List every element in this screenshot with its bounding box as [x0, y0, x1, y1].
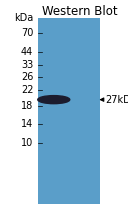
- Text: 10: 10: [21, 138, 33, 148]
- Text: 44: 44: [21, 47, 33, 57]
- Text: 70: 70: [21, 28, 33, 38]
- Text: 22: 22: [21, 85, 33, 95]
- Text: 33: 33: [21, 60, 33, 70]
- Text: 27kDa: 27kDa: [105, 95, 128, 105]
- Text: 26: 26: [21, 72, 33, 82]
- Bar: [38, 18, 100, 204]
- Text: 14: 14: [21, 119, 33, 129]
- Ellipse shape: [38, 96, 70, 104]
- Text: Western Blot: Western Blot: [42, 5, 117, 18]
- Text: kDa: kDa: [14, 13, 33, 23]
- Text: 18: 18: [21, 101, 33, 111]
